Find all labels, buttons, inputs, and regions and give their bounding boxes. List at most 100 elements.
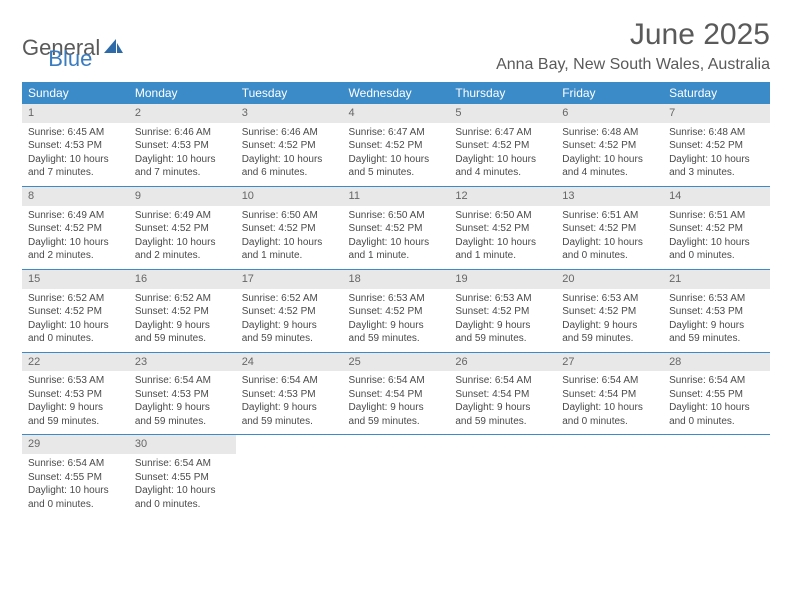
sunrise-text: Sunrise: 6:53 AM xyxy=(455,292,550,306)
daylight-text: Daylight: 9 hours xyxy=(455,319,550,333)
day-cell: 2Sunrise: 6:46 AMSunset: 4:53 PMDaylight… xyxy=(129,104,236,186)
sunrise-text: Sunrise: 6:54 AM xyxy=(28,457,123,471)
sunrise-text: Sunrise: 6:54 AM xyxy=(135,374,230,388)
daylight-text: Daylight: 10 hours xyxy=(562,401,657,415)
week-row: 22Sunrise: 6:53 AMSunset: 4:53 PMDayligh… xyxy=(22,352,770,435)
day-cell: 16Sunrise: 6:52 AMSunset: 4:52 PMDayligh… xyxy=(129,269,236,352)
daylight-text: and 59 minutes. xyxy=(562,332,657,346)
sunset-text: Sunset: 4:52 PM xyxy=(242,222,337,236)
calendar-table: Sunday Monday Tuesday Wednesday Thursday… xyxy=(22,82,770,517)
day-cell: 8Sunrise: 6:49 AMSunset: 4:52 PMDaylight… xyxy=(22,186,129,269)
sunrise-text: Sunrise: 6:47 AM xyxy=(349,126,444,140)
day-number: 23 xyxy=(129,353,236,372)
daylight-text: Daylight: 9 hours xyxy=(135,401,230,415)
day-number: 10 xyxy=(236,187,343,206)
daylight-text: and 1 minute. xyxy=(455,249,550,263)
daylight-text: and 0 minutes. xyxy=(669,249,764,263)
daylight-text: and 59 minutes. xyxy=(349,415,444,429)
daylight-text: and 1 minute. xyxy=(242,249,337,263)
day-cell: 10 Sunrise: 6:50 AMSunset: 4:52 PMDayligh… xyxy=(236,186,343,269)
daylight-text: Daylight: 9 hours xyxy=(242,319,337,333)
day-number: 11 xyxy=(343,187,450,206)
sunset-text: Sunset: 4:54 PM xyxy=(349,388,444,402)
sunset-text: Sunset: 4:53 PM xyxy=(28,388,123,402)
daylight-text: Daylight: 9 hours xyxy=(349,319,444,333)
daylight-text: Daylight: 9 hours xyxy=(242,401,337,415)
col-thursday: Thursday xyxy=(449,82,556,104)
sunset-text: Sunset: 4:53 PM xyxy=(28,139,123,153)
sunrise-text: Sunrise: 6:53 AM xyxy=(562,292,657,306)
sunset-text: Sunset: 4:53 PM xyxy=(242,388,337,402)
daylight-text: and 0 minutes. xyxy=(562,415,657,429)
day-cell: 22Sunrise: 6:53 AMSunset: 4:53 PMDayligh… xyxy=(22,352,129,435)
col-saturday: Saturday xyxy=(663,82,770,104)
daylight-text: Daylight: 9 hours xyxy=(669,319,764,333)
daylight-text: and 59 minutes. xyxy=(349,332,444,346)
sunset-text: Sunset: 4:52 PM xyxy=(562,305,657,319)
day-cell: 9Sunrise: 6:49 AMSunset: 4:52 PMDaylight… xyxy=(129,186,236,269)
day-number: 22 xyxy=(22,353,129,372)
day-cell: 28Sunrise: 6:54 AMSunset: 4:55 PMDayligh… xyxy=(663,352,770,435)
sunrise-text: Sunrise: 6:52 AM xyxy=(28,292,123,306)
sunrise-text: Sunrise: 6:51 AM xyxy=(562,209,657,223)
sunrise-text: Sunrise: 6:50 AM xyxy=(455,209,550,223)
daylight-text: and 6 minutes. xyxy=(242,166,337,180)
daylight-text: and 7 minutes. xyxy=(28,166,123,180)
sunrise-text: Sunrise: 6:48 AM xyxy=(562,126,657,140)
day-number: 17 xyxy=(236,270,343,289)
sunrise-text: Sunrise: 6:53 AM xyxy=(28,374,123,388)
day-header-row: Sunday Monday Tuesday Wednesday Thursday… xyxy=(22,82,770,104)
daylight-text: and 59 minutes. xyxy=(455,415,550,429)
daylight-text: and 59 minutes. xyxy=(242,415,337,429)
sunrise-text: Sunrise: 6:48 AM xyxy=(669,126,764,140)
day-number: 6 xyxy=(556,104,663,123)
day-cell: 4Sunrise: 6:47 AMSunset: 4:52 PMDaylight… xyxy=(343,104,450,186)
sunrise-text: Sunrise: 6:53 AM xyxy=(669,292,764,306)
day-number: 28 xyxy=(663,353,770,372)
daylight-text: Daylight: 10 hours xyxy=(242,153,337,167)
sunrise-text: Sunrise: 6:49 AM xyxy=(135,209,230,223)
day-cell: 23Sunrise: 6:54 AMSunset: 4:53 PMDayligh… xyxy=(129,352,236,435)
sunset-text: Sunset: 4:53 PM xyxy=(135,139,230,153)
daylight-text: and 0 minutes. xyxy=(669,415,764,429)
day-cell xyxy=(663,435,770,517)
day-number: 25 xyxy=(343,353,450,372)
daylight-text: Daylight: 10 hours xyxy=(28,236,123,250)
day-number: 26 xyxy=(449,353,556,372)
sunrise-text: Sunrise: 6:50 AM xyxy=(242,209,337,223)
sunrise-text: Sunrise: 6:54 AM xyxy=(349,374,444,388)
day-cell: 26Sunrise: 6:54 AMSunset: 4:54 PMDayligh… xyxy=(449,352,556,435)
daylight-text: Daylight: 10 hours xyxy=(135,484,230,498)
sunset-text: Sunset: 4:52 PM xyxy=(349,139,444,153)
sunset-text: Sunset: 4:52 PM xyxy=(669,139,764,153)
day-cell: 17Sunrise: 6:52 AMSunset: 4:52 PMDayligh… xyxy=(236,269,343,352)
day-cell xyxy=(343,435,450,517)
day-cell: 24Sunrise: 6:54 AMSunset: 4:53 PMDayligh… xyxy=(236,352,343,435)
day-cell: 15Sunrise: 6:52 AMSunset: 4:52 PMDayligh… xyxy=(22,269,129,352)
day-number: 21 xyxy=(663,270,770,289)
daylight-text: and 59 minutes. xyxy=(28,415,123,429)
daylight-text: Daylight: 9 hours xyxy=(562,319,657,333)
day-number: 8 xyxy=(22,187,129,206)
daylight-text: Daylight: 10 hours xyxy=(562,236,657,250)
day-cell: 6Sunrise: 6:48 AMSunset: 4:52 PMDaylight… xyxy=(556,104,663,186)
sunset-text: Sunset: 4:53 PM xyxy=(669,305,764,319)
day-number: 18 xyxy=(343,270,450,289)
daylight-text: Daylight: 9 hours xyxy=(349,401,444,415)
daylight-text: Daylight: 9 hours xyxy=(455,401,550,415)
daylight-text: Daylight: 10 hours xyxy=(455,153,550,167)
daylight-text: and 0 minutes. xyxy=(28,498,123,512)
sunset-text: Sunset: 4:52 PM xyxy=(28,222,123,236)
daylight-text: Daylight: 10 hours xyxy=(349,153,444,167)
day-number: 13 xyxy=(556,187,663,206)
sunset-text: Sunset: 4:52 PM xyxy=(349,222,444,236)
day-cell: 11Sunrise: 6:50 AMSunset: 4:52 PMDayligh… xyxy=(343,186,450,269)
day-cell: 20Sunrise: 6:53 AMSunset: 4:52 PMDayligh… xyxy=(556,269,663,352)
daylight-text: Daylight: 10 hours xyxy=(242,236,337,250)
sunset-text: Sunset: 4:52 PM xyxy=(562,222,657,236)
daylight-text: Daylight: 9 hours xyxy=(135,319,230,333)
sunset-text: Sunset: 4:52 PM xyxy=(135,305,230,319)
daylight-text: and 5 minutes. xyxy=(349,166,444,180)
daylight-text: Daylight: 10 hours xyxy=(28,319,123,333)
daylight-text: Daylight: 10 hours xyxy=(135,236,230,250)
